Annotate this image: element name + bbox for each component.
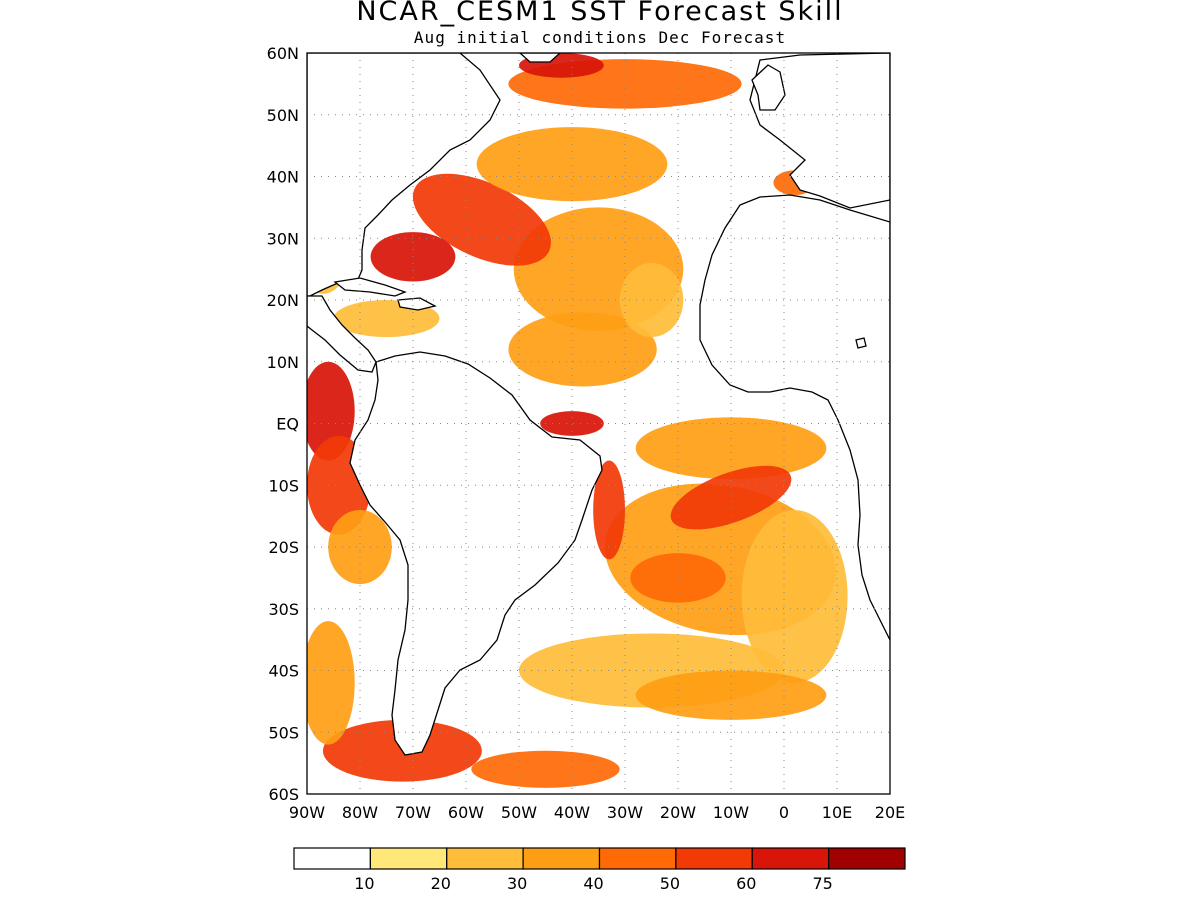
- lon-tick-label: 10E: [822, 803, 852, 822]
- madagascar: [855, 337, 867, 349]
- north-america: [307, 53, 501, 297]
- lon-tick-label: 20E: [875, 803, 905, 822]
- lat-tick-label: 50N: [267, 106, 299, 125]
- lat-tick-label: 20S: [268, 538, 299, 557]
- lon-tick-label: 0: [779, 803, 789, 822]
- lat-tick-label: 40N: [267, 168, 299, 187]
- colorbar-label: 50: [660, 874, 680, 893]
- map-subtitle: Aug initial conditions Dec Forecast: [413, 28, 787, 47]
- lon-tick-label: 40W: [554, 803, 590, 822]
- colorbar-swatch: [828, 847, 906, 870]
- lat-tick-label: 60N: [267, 44, 299, 63]
- skill-region-south-central-band: [635, 670, 827, 720]
- lat-tick-label: 10S: [268, 476, 299, 495]
- colorbar-swatch: [369, 847, 448, 870]
- lon-tick-label: 80W: [342, 803, 378, 822]
- lon-tick-label: 50W: [501, 803, 537, 822]
- colorbar-swatch: [446, 847, 524, 870]
- longitude-labels: 90W 80W 70W 60W 50W 40W 30W 20W 10W 0 10E 20E: [289, 803, 905, 822]
- lat-tick-label: 10N: [267, 353, 299, 372]
- map-title: NCAR_CESM1 SST Forecast Skill: [356, 0, 844, 27]
- skill-region-gulf-of-guinea: [635, 417, 827, 480]
- colorbar-label: 60: [736, 874, 756, 893]
- central-america: [307, 295, 377, 373]
- skill-region-angola-benguela: [670, 465, 792, 530]
- europe: [749, 53, 890, 209]
- colorbar-label: 30: [507, 874, 527, 893]
- colorbar-label: 75: [812, 874, 832, 893]
- lon-tick-label: 30W: [607, 803, 643, 822]
- skill-region-west-african-off: [619, 262, 684, 338]
- lat-tick-label: EQ: [276, 415, 299, 434]
- skill-region-southeast-patch: [630, 553, 726, 603]
- latitude-labels: 60N 50N 40N 30N 20N 10N EQ 10S 20S 30S 40S 50S 60S: [267, 44, 299, 804]
- skill-region-tropical-north: [508, 312, 657, 387]
- lat-tick-label: 30N: [267, 229, 299, 248]
- skill-region-south-atlantic-east: [741, 509, 848, 683]
- skill-region-south-pacific-edge: [307, 621, 355, 745]
- skill-region-equatorial-north: [540, 411, 604, 436]
- colorbar-swatch: [675, 847, 753, 870]
- map-frame: [306, 52, 891, 795]
- cuba: [333, 277, 407, 297]
- africa: [699, 194, 890, 641]
- lon-tick-label: 70W: [395, 803, 431, 822]
- british-isles: [751, 64, 786, 111]
- colorbar: 10 20 30 40 50 60 75: [293, 847, 906, 893]
- colorbar-swatch: [598, 847, 677, 870]
- lat-tick-label: 60S: [268, 785, 299, 804]
- skill-region-southern-ocean-west: [471, 750, 620, 788]
- lon-tick-label: 10W: [713, 803, 749, 822]
- greenland-edge: [519, 53, 561, 63]
- hispaniola: [397, 297, 437, 311]
- lat-tick-label: 50S: [268, 723, 299, 742]
- colorbar-label: 40: [583, 874, 603, 893]
- colorbar-swatch: [293, 847, 371, 870]
- lon-tick-label: 60W: [448, 803, 484, 822]
- lat-tick-label: 30S: [268, 600, 299, 619]
- colorbar-swatch: [751, 847, 830, 870]
- skill-region-north-central: [476, 127, 668, 202]
- lon-tick-label: 20W: [660, 803, 696, 822]
- lon-tick-label: 90W: [289, 803, 325, 822]
- lat-tick-label: 40S: [268, 662, 299, 681]
- colorbar-label: 10: [354, 874, 374, 893]
- colorbar-swatch: [522, 847, 601, 870]
- colorbar-label: 20: [431, 874, 451, 893]
- lat-tick-label: 20N: [267, 291, 299, 310]
- skill-region-east-pacific-equator: [307, 361, 355, 461]
- skill-region-chile-coast: [328, 509, 392, 585]
